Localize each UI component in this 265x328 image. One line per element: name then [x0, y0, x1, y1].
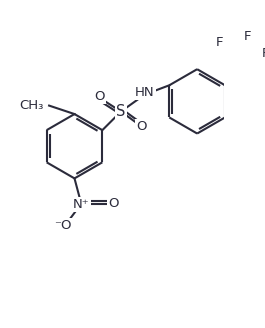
Text: O: O — [95, 90, 105, 103]
Text: O: O — [108, 197, 119, 210]
Text: F: F — [243, 30, 251, 43]
Text: N⁺: N⁺ — [73, 198, 90, 211]
Text: O: O — [136, 120, 147, 133]
Text: S: S — [116, 104, 126, 119]
Text: CH₃: CH₃ — [20, 99, 44, 112]
Text: F: F — [262, 47, 265, 60]
Text: F: F — [216, 36, 224, 50]
Text: HN: HN — [135, 86, 154, 99]
Text: ⁻O: ⁻O — [54, 219, 71, 232]
